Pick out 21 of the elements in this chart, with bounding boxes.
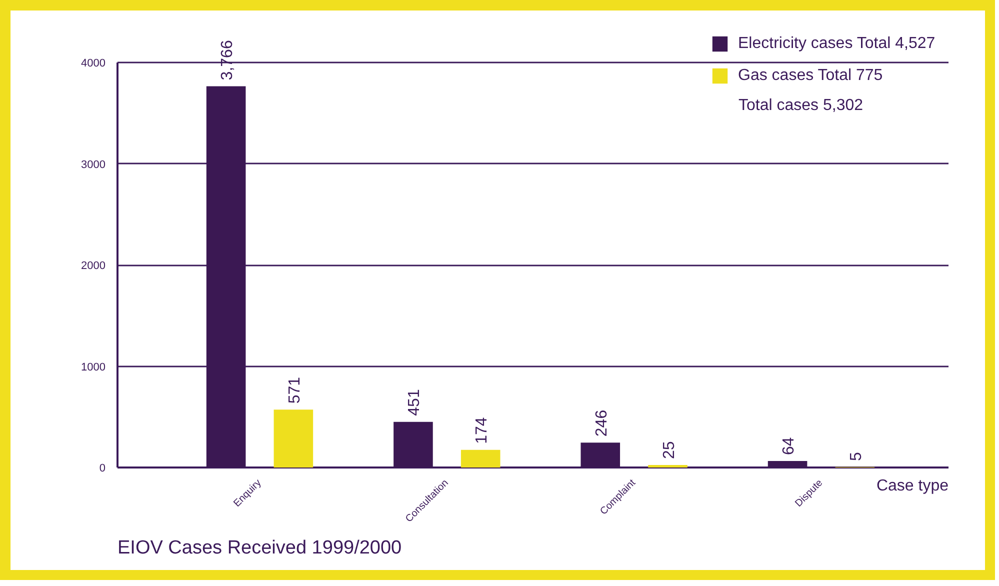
- y-tick-label: 1000: [81, 361, 106, 374]
- y-tick-label: 3000: [81, 158, 106, 171]
- data-label: 451: [406, 389, 424, 416]
- text: EIOV Cases Received 1999/2000: [118, 538, 402, 558]
- data-label: 5: [848, 452, 865, 461]
- y-tick-label: 4000: [81, 58, 106, 70]
- legend-label: Gas cases Total 775: [738, 66, 883, 85]
- data-label: 3,766: [219, 40, 236, 80]
- bar: [460, 450, 500, 468]
- data-label: 246: [593, 410, 610, 437]
- bar: [274, 410, 314, 468]
- data-label: 571: [286, 376, 304, 404]
- data-label: 64: [780, 437, 798, 456]
- x-axis-title: Case type: [876, 478, 949, 494]
- bar: [648, 464, 688, 468]
- data-label: 25: [660, 441, 678, 459]
- legend-label: Electricity cases Total 4,527: [738, 34, 936, 53]
- annotation: Total cases 5,302: [738, 97, 864, 114]
- y-tick-label: 0: [99, 462, 106, 474]
- y-tick-label: 2000: [81, 260, 106, 272]
- data-label: 174: [474, 417, 491, 444]
